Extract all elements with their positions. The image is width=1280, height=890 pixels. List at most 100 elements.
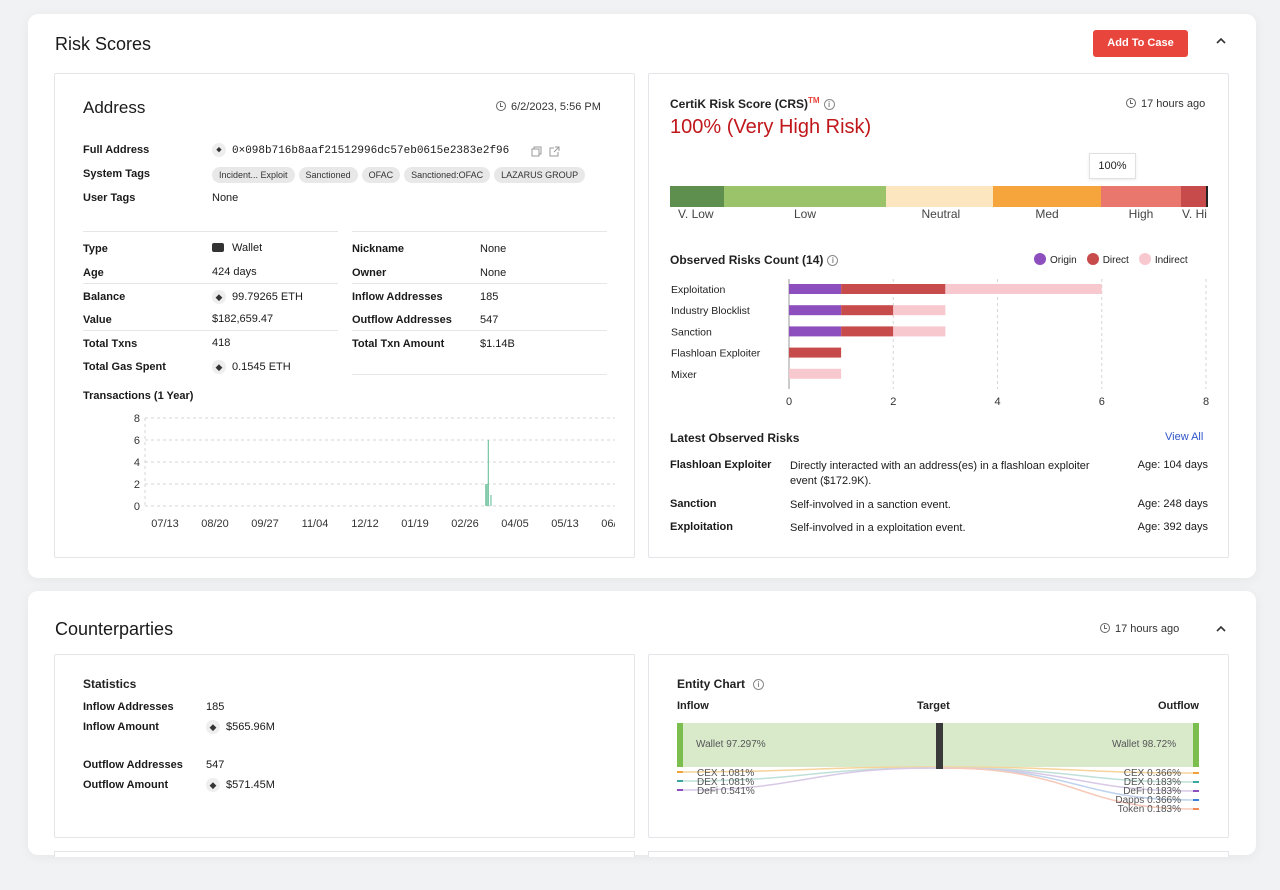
view-all-link[interactable]: View All bbox=[1165, 431, 1204, 443]
risk-bar-segment bbox=[893, 305, 946, 316]
latest-risk-age: Age: 248 days bbox=[1137, 498, 1208, 510]
risk-bar-segment bbox=[893, 326, 946, 337]
x-tick-label: 07/13 bbox=[151, 518, 179, 530]
crs-title: CertiK Risk Score (CRS)TM i bbox=[670, 96, 835, 111]
system-tags-label: System Tags bbox=[83, 168, 151, 180]
observed-risks-chart: 0 2 4 6 8 Exploitation Industry Blocklist Sanct… bbox=[671, 279, 1209, 408]
legend-swatch bbox=[1138, 253, 1151, 265]
system-tag: Incident... Exploit bbox=[212, 167, 295, 183]
detail-label: Age bbox=[83, 267, 104, 279]
legend-swatch bbox=[1034, 253, 1046, 265]
inflow-amount-label: Inflow Amount bbox=[83, 721, 159, 733]
risk-bar-segment bbox=[945, 284, 1102, 294]
entity-chart-title: Entity Chart i bbox=[677, 677, 765, 691]
history-icon bbox=[496, 101, 506, 111]
next-section-stub-left bbox=[54, 851, 635, 857]
x-tick-label: 01/19 bbox=[401, 518, 429, 530]
category-label: Industry Blocklist bbox=[671, 305, 750, 317]
info-icon[interactable]: i bbox=[753, 679, 765, 690]
inflow-entity-label: DeFi 0.541% bbox=[697, 786, 755, 797]
user-tags-value: None bbox=[212, 192, 239, 204]
address-card-title: Address bbox=[83, 98, 146, 117]
info-icon[interactable]: i bbox=[827, 255, 839, 266]
transactions-chart: 0 2 4 6 8 07/13 08/20 09/27 11/04 12/12 01/19 02/26… bbox=[134, 413, 615, 530]
next-section-stub-right bbox=[648, 851, 1229, 857]
detail-label: Total Txns bbox=[83, 338, 138, 350]
counterparties-title: Counterparties bbox=[55, 619, 174, 639]
x-tick-label: 11/04 bbox=[302, 518, 329, 530]
history-icon bbox=[1100, 623, 1110, 633]
risk-gauge bbox=[670, 186, 1208, 207]
gauge-segment bbox=[724, 186, 886, 207]
collapse-chevron-icon[interactable] bbox=[1214, 622, 1228, 636]
outflow-entity-label: Dapps 0.366% bbox=[1115, 795, 1181, 806]
entity-chart-card: Entity Chart i Inflow Target Outflow bbox=[648, 654, 1229, 838]
address-timestamp: 6/2/2023, 5:56 PM bbox=[496, 101, 601, 113]
gauge-segment bbox=[1181, 186, 1208, 207]
info-icon[interactable]: i bbox=[823, 99, 835, 110]
outflow-entity-label: CEX 0.366% bbox=[1123, 768, 1181, 779]
detail-value: 547 bbox=[480, 314, 499, 326]
risk-gauge-labels: V. Low Low Neutral Med High V. Hi bbox=[670, 207, 1208, 223]
gauge-segment-label: High bbox=[1128, 207, 1154, 221]
x-tick-label: 0 bbox=[786, 396, 792, 408]
inflow-amount-value: ◆ $565.96M bbox=[206, 720, 275, 734]
detail-label: Balance bbox=[83, 291, 126, 303]
gauge-segment bbox=[1101, 186, 1181, 207]
collapse-chevron-icon[interactable] bbox=[1214, 34, 1228, 48]
y-tick-label: 4 bbox=[134, 457, 140, 469]
gauge-segment-label: V. Hi bbox=[1182, 207, 1207, 221]
category-label: Mixer bbox=[671, 369, 697, 381]
user-tags-label: User Tags bbox=[83, 192, 136, 204]
counterparties-section: Counterparties 17 hours ago Statistics I… bbox=[28, 591, 1256, 855]
y-tick-label: 8 bbox=[134, 413, 140, 425]
legend-item: Origin bbox=[1034, 253, 1077, 266]
crs-card: CertiK Risk Score (CRS)TM i 17 hours ago … bbox=[648, 73, 1229, 558]
system-tags-list: Incident... Exploit Sanctioned OFAC Sanctio… bbox=[212, 165, 589, 183]
entity-inflow-header: Inflow bbox=[677, 700, 709, 712]
history-icon bbox=[1126, 98, 1136, 108]
y-tick-label: 0 bbox=[134, 501, 140, 513]
address-card: Address 6/2/2023, 5:56 PM Full Address ◆… bbox=[54, 73, 635, 558]
detail-label: Outflow Addresses bbox=[352, 314, 452, 326]
x-tick-label: 8 bbox=[1203, 396, 1209, 408]
latest-risk-description: Directly interacted with an address(es) … bbox=[790, 460, 1090, 487]
outflow-entity-label: DeFi 0.183% bbox=[1123, 786, 1181, 797]
transaction-bar bbox=[486, 484, 488, 506]
counterparties-updated: 17 hours ago bbox=[1100, 623, 1179, 635]
gauge-segment-label: V. Low bbox=[678, 207, 714, 221]
ethereum-icon: ◆ bbox=[212, 143, 226, 157]
x-tick-label: 04/05 bbox=[501, 518, 529, 530]
ethereum-icon: ◆ bbox=[206, 720, 220, 734]
outflow-wallet-label: Wallet 98.72% bbox=[1112, 739, 1177, 750]
x-tick-label: 09/27 bbox=[251, 518, 279, 530]
entity-sankey-flows bbox=[677, 723, 1199, 810]
legend-item: Direct bbox=[1086, 253, 1129, 266]
x-tick-label: 06/28 bbox=[601, 518, 615, 530]
detail-value: None bbox=[480, 267, 507, 279]
system-tag: LAZARUS GROUP bbox=[494, 167, 586, 183]
add-to-case-button[interactable]: Add To Case bbox=[1093, 30, 1188, 57]
outflow-entity-list: CEX 0.366% DEX 0.183% DeFi 0.183% Dapps 0.3… bbox=[1089, 768, 1181, 815]
detail-label: Type bbox=[83, 243, 108, 255]
inflow-entity-label: CEX 1.081% bbox=[697, 768, 755, 779]
x-tick-label: 6 bbox=[1099, 396, 1105, 408]
gauge-segment bbox=[993, 186, 1101, 207]
observed-risks-title: Observed Risks Count (14) i bbox=[670, 253, 839, 267]
system-tag: Sanctioned:OFAC bbox=[404, 167, 491, 183]
crs-score: 100% (Very High Risk) bbox=[670, 116, 872, 138]
x-tick-label: 12/12 bbox=[351, 518, 379, 530]
gauge-marker bbox=[1206, 186, 1208, 207]
detail-label: Total Txn Amount bbox=[352, 338, 445, 350]
copy-icon[interactable] bbox=[531, 144, 542, 157]
risk-bar-segment bbox=[841, 305, 894, 316]
external-link-icon[interactable] bbox=[549, 144, 560, 157]
full-address-value: ◆ 0×098b716b8aaf21512996dc57eb0615e2383e2… bbox=[212, 143, 509, 157]
latest-risk-name: Flashloan Exploiter bbox=[670, 459, 772, 471]
system-tag: OFAC bbox=[361, 167, 401, 183]
gauge-segment-label: Low bbox=[793, 207, 816, 221]
inflow-addresses-label: Inflow Addresses bbox=[83, 701, 174, 713]
risk-bar-segment bbox=[841, 284, 946, 294]
gauge-value-tooltip: 100% bbox=[1089, 153, 1136, 179]
inflow-addresses-value: 185 bbox=[206, 701, 225, 713]
